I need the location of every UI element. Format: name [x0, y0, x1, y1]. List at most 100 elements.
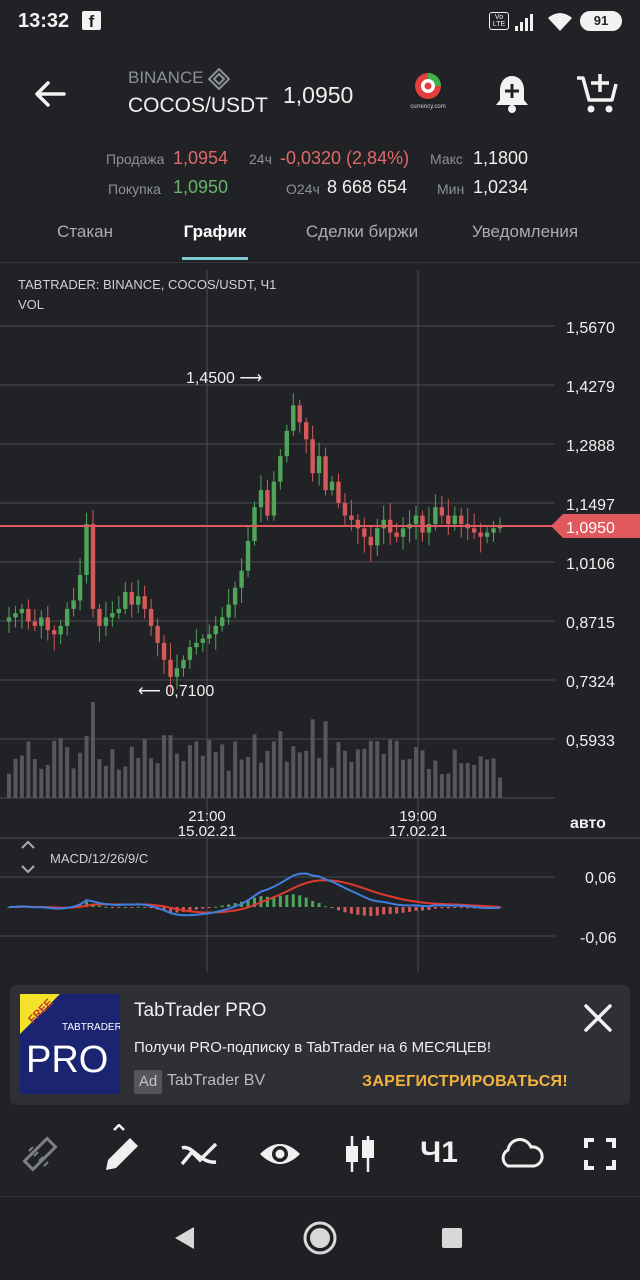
candle-body [452, 515, 457, 525]
macd-histogram-bar [207, 907, 211, 908]
currency-com-logo[interactable] [404, 70, 452, 114]
candle-body [297, 405, 302, 423]
add-alert-bell-icon[interactable] [490, 72, 534, 116]
close-icon[interactable] [580, 1000, 616, 1036]
candle-body [71, 600, 76, 609]
candle-body [491, 528, 496, 533]
candle-body [207, 634, 212, 639]
tab-chart[interactable]: График [183, 222, 247, 241]
pair-label[interactable]: COCOS/USDT [128, 94, 269, 117]
volume-bar [246, 756, 251, 798]
macd-histogram-bar [117, 907, 121, 908]
candle-body [265, 490, 270, 516]
macd-histogram-bar [194, 907, 198, 910]
macd-tick: -0,06 [580, 930, 617, 947]
volume-indicator-label: VOL [18, 297, 44, 312]
macd-histogram-bar [330, 907, 334, 909]
tab-order-book[interactable]: Стакан [57, 222, 113, 241]
macd-histogram-bar [336, 907, 340, 911]
candle-body [45, 617, 50, 631]
back-arrow-icon[interactable] [30, 74, 70, 114]
macd-histogram-bar [162, 907, 166, 911]
price-chart[interactable]: 1,0950 1,5670 1,4279 1,2888 1,1497 1,010… [0, 262, 640, 974]
ad-cta-button[interactable]: ЗАРЕГИСТРИРОВАТЬСЯ! [362, 1073, 568, 1090]
candle-body [394, 532, 399, 537]
fullscreen-icon[interactable] [580, 1134, 620, 1174]
nav-recents-icon[interactable] [440, 1226, 464, 1250]
volume-bar [213, 752, 218, 798]
cloud-icon[interactable] [496, 1134, 544, 1174]
candle-body [136, 596, 141, 605]
macd-histogram-bar [291, 894, 295, 907]
tab-trades[interactable]: Сделки биржи [305, 222, 419, 241]
battery-icon: 91 [580, 11, 622, 31]
macd-histogram-bar [233, 903, 237, 907]
volume-bar [65, 747, 70, 798]
candle-body [142, 596, 147, 609]
macd-histogram-bar [304, 897, 308, 907]
candle-body [252, 507, 257, 542]
y-tick: 1,2888 [566, 438, 615, 455]
volume-bar [433, 760, 438, 798]
y-tick: 0,7324 [566, 674, 615, 691]
candlestick-icon[interactable] [340, 1134, 380, 1174]
candle-body [64, 608, 70, 626]
macd-histogram-bar [169, 907, 173, 913]
ruler-icon[interactable] [20, 1134, 60, 1174]
resize-handle-icon[interactable] [21, 840, 35, 874]
add-to-cart-icon[interactable] [574, 70, 620, 116]
macd-histogram-bar [110, 907, 114, 908]
volume-bar [304, 750, 309, 798]
pencil-icon[interactable] [100, 1124, 140, 1174]
nav-back-icon[interactable] [172, 1225, 196, 1251]
volume-bar [207, 740, 212, 798]
volume-bar [330, 767, 335, 798]
volume-bar [19, 755, 24, 798]
candle-body [200, 638, 206, 643]
volume-bar [181, 761, 186, 798]
volume-bar [342, 750, 347, 798]
volume-bar [291, 746, 296, 798]
macd-histogram-bar [388, 907, 392, 914]
current-price-label: 1,0950 [566, 520, 615, 537]
candle-body [194, 642, 199, 648]
candle-body [32, 621, 38, 626]
macd-histogram-bar [272, 896, 276, 907]
facebook-icon: f [82, 11, 101, 31]
macd-histogram-bar [414, 907, 418, 911]
candle-body [446, 515, 451, 525]
ad-image[interactable]: FREE TABTRADER PRO [20, 994, 120, 1094]
ad-image-pro: PRO [26, 1039, 108, 1081]
macd-histogram-bar [265, 896, 269, 907]
candle-body [258, 490, 264, 508]
indicators-icon[interactable] [180, 1134, 220, 1174]
scale-mode-button[interactable]: авто [570, 815, 606, 832]
candle-body [426, 524, 432, 533]
macd-histogram-bar [420, 907, 424, 911]
candle-body [239, 570, 244, 588]
volume-bar [271, 741, 276, 798]
x-tick-date: 17.02.21 [389, 823, 447, 840]
chart-toolbar [0, 1110, 640, 1196]
nav-home-icon[interactable] [302, 1220, 338, 1256]
volume-bar [297, 752, 302, 798]
high-marker: 1,4500 ⟶ [186, 370, 262, 387]
volume-bar [129, 746, 134, 798]
volume-bar [478, 756, 483, 798]
volume-bar [310, 719, 315, 798]
macd-histogram-bar [408, 907, 412, 912]
macd-histogram-bar [369, 907, 373, 917]
status-time: 13:32 [18, 10, 70, 32]
ad-title[interactable]: TabTrader PRO [134, 1000, 267, 1021]
tab-alerts[interactable]: Уведомления [471, 222, 579, 241]
candle-body [420, 515, 425, 533]
timeframe-button[interactable]: Ч1 [420, 1136, 458, 1169]
candle-body [168, 659, 173, 677]
volume-value: 8 668 654 [327, 177, 408, 197]
macd-histogram-bar [395, 907, 399, 914]
volume-bar [90, 702, 95, 798]
eye-icon[interactable] [258, 1134, 302, 1174]
volume-bar [78, 752, 83, 798]
y-tick: 0,8715 [566, 615, 615, 632]
macd-histogram-bar [433, 907, 437, 909]
